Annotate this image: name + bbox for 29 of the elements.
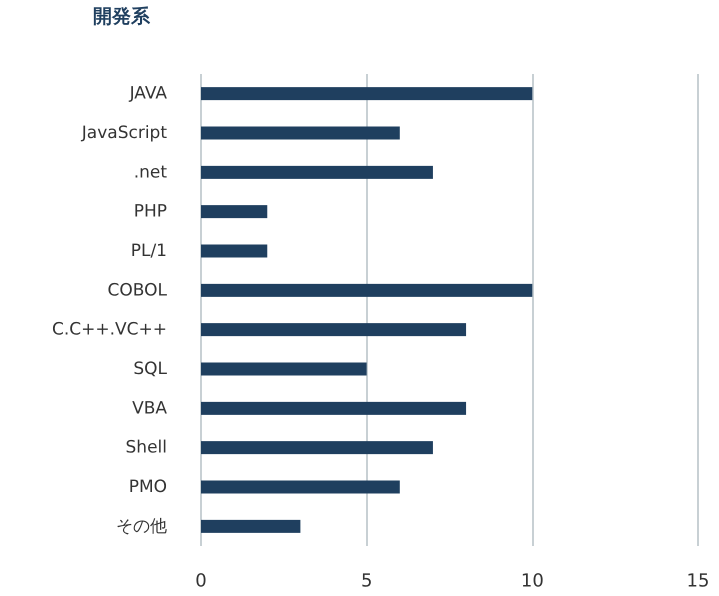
y-tick-label: C.C++.VC++ — [52, 320, 167, 340]
bar — [201, 205, 268, 218]
x-tick-label: 15 — [686, 570, 710, 592]
bar — [201, 441, 433, 454]
bar — [201, 244, 268, 258]
bar — [201, 87, 532, 100]
y-tick-label: JavaScript — [80, 123, 168, 143]
x-tick-label: 0 — [195, 570, 207, 592]
bar — [201, 520, 300, 533]
bar — [201, 402, 466, 415]
y-tick-label: JAVA — [128, 84, 168, 104]
bar — [201, 362, 367, 376]
y-tick-label: .net — [134, 162, 168, 182]
bar — [201, 126, 400, 140]
y-tick-label: PMO — [128, 477, 167, 497]
y-tick-label: PL/1 — [130, 241, 167, 261]
bar — [201, 480, 400, 494]
y-tick-label: PHP — [134, 202, 167, 222]
bar — [201, 166, 433, 179]
y-tick-label: SQL — [133, 359, 168, 379]
bar — [201, 323, 466, 336]
x-tick-label: 10 — [520, 570, 544, 592]
y-tick-label: Shell — [126, 438, 167, 458]
y-tick-label: その他 — [116, 516, 167, 536]
y-tick-label: COBOL — [108, 280, 168, 300]
y-tick-label: VBA — [132, 398, 168, 418]
chart-title: 開発系 — [93, 6, 151, 28]
x-tick-label: 5 — [360, 570, 372, 592]
bar — [201, 284, 532, 297]
